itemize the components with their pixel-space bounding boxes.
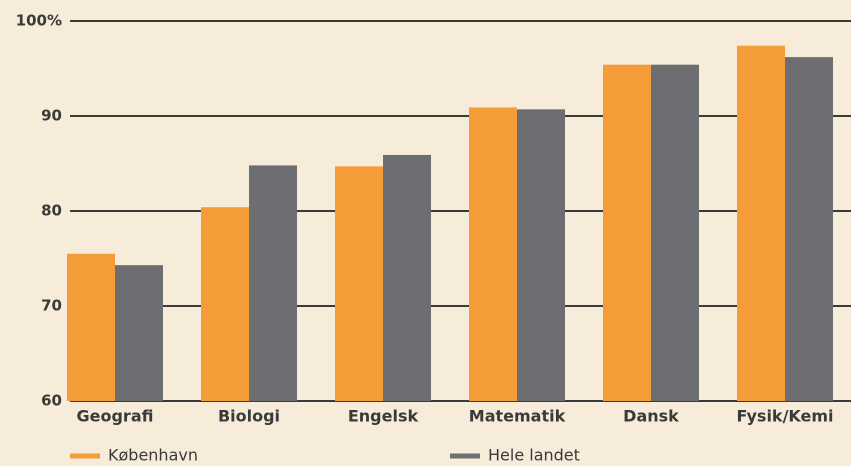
bar [67,253,115,401]
legend-label: København [108,446,198,465]
bar [785,57,833,401]
y-tick-label: 80 [41,202,62,220]
bar [115,265,163,401]
x-tick-label: Dansk [623,407,679,426]
x-tick-label: Fysik/Kemi [736,407,833,426]
x-tick-label: Geografi [77,407,154,426]
bar [517,109,565,401]
bar [335,166,383,401]
legend-label: Hele landet [488,446,580,465]
x-tick-label: Engelsk [348,407,419,426]
bar [469,107,517,401]
bar [737,45,785,401]
y-tick-label: 70 [41,297,62,315]
bar [603,64,651,401]
bar [249,165,297,401]
y-tick-label: 90 [41,107,62,125]
y-tick-label: 60 [41,392,62,410]
bar [201,207,249,401]
y-tick-label: 100% [16,12,62,30]
bar [651,64,699,401]
bar [383,154,431,401]
x-tick-label: Biologi [218,407,280,426]
x-tick-label: Matematik [469,407,566,426]
